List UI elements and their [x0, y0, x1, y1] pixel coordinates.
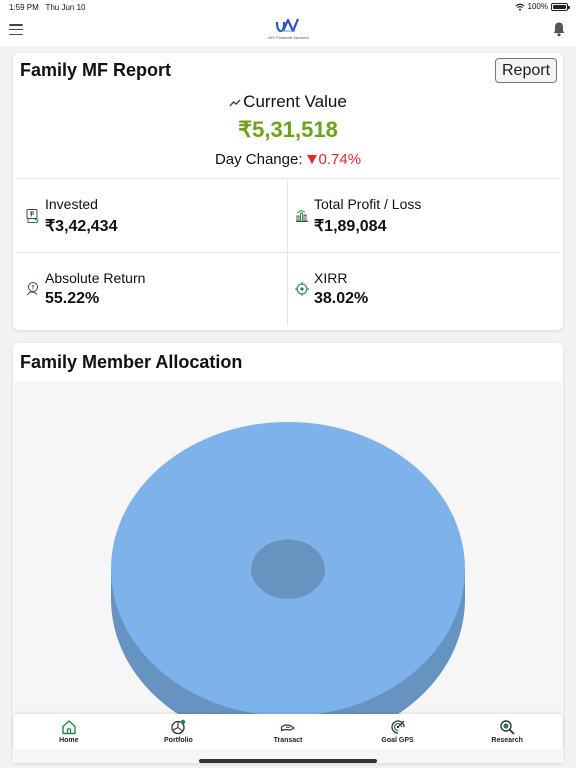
battery-icon: [551, 2, 570, 11]
donut-slice: [110, 421, 465, 717]
portfolio-pie-icon: [171, 719, 186, 735]
metric-value: ₹1,89,084: [314, 218, 387, 235]
nav-transact[interactable]: Transact: [233, 714, 343, 750]
logo: JNV Financial Services: [258, 16, 318, 44]
metric-xirr: XIRR 38.02%: [294, 270, 544, 312]
coin-hand-icon: [26, 282, 38, 296]
allocation-title: Family Member Allocation: [20, 352, 243, 372]
nav-label: Portfolio: [164, 737, 193, 744]
bell-icon[interactable]: [552, 21, 566, 37]
metric-value: 38.02%: [314, 290, 369, 307]
nav-label: Home: [59, 737, 79, 744]
day-change-row: Day Change: 0.74%: [13, 151, 563, 168]
metric-label: Invested: [45, 196, 98, 212]
wifi-icon: [515, 3, 524, 11]
metric-label: XIRR: [314, 270, 348, 286]
nav-label: Research: [491, 737, 523, 744]
current-value-label: Current Value: [243, 92, 347, 111]
allocation-donut-chart: [110, 421, 465, 746]
money-bag-icon: [26, 209, 39, 223]
nav-label: Goal GPS: [381, 737, 414, 744]
divider: [18, 252, 558, 253]
metric-absolute-return: Absolute Return 55.22%: [25, 270, 275, 312]
research-search-icon: [500, 720, 515, 735]
divider: [287, 180, 288, 326]
nav-home[interactable]: Home: [14, 714, 124, 750]
divider: [18, 178, 558, 179]
nav-goal-gps[interactable]: Goal GPS: [343, 714, 453, 750]
nav-label: Transact: [273, 737, 303, 744]
family-member-allocation-card: Family Member Allocation: [13, 343, 563, 763]
metric-label: Total Profit / Loss: [314, 196, 422, 212]
donut-slice-inner-wall: [251, 539, 325, 599]
target-icon: [295, 282, 309, 296]
bottom-nav: Home Portfolio Transact Goal GPS Res: [14, 714, 562, 750]
goal-gps-icon: [390, 720, 405, 734]
status-time: 1:59 PM Thu Jun 10: [9, 3, 86, 12]
status-bar: 1:59 PM Thu Jun 10 100%: [0, 0, 576, 14]
current-value-row: Current Value: [13, 92, 563, 112]
logo-mark: [275, 18, 300, 33]
trend-icon: [229, 99, 241, 106]
day-change-value: 0.74%: [318, 151, 362, 168]
metric-label: Absolute Return: [45, 270, 146, 286]
status-date: Thu Jun 10: [45, 3, 86, 12]
report-title: Family MF Report: [20, 60, 172, 80]
metric-value: ₹3,42,434: [45, 218, 118, 235]
logo-subtext: JNV Financial Services: [267, 35, 309, 40]
allocation-chart: [14, 381, 562, 763]
metric-total-profit-loss: Total Profit / Loss ₹1,89,084: [294, 196, 544, 238]
battery-percent: 100%: [527, 2, 548, 11]
nav-portfolio[interactable]: Portfolio: [124, 714, 234, 750]
transact-hand-icon: [280, 724, 295, 732]
day-change-label: Day Change:: [214, 151, 303, 168]
metric-value: 55.22%: [45, 290, 100, 307]
report-button[interactable]: Report: [495, 58, 557, 83]
bar-chart-icon: [296, 210, 308, 222]
down-arrow-icon: [306, 155, 317, 164]
metric-invested: Invested ₹3,42,434: [25, 196, 275, 238]
app-header: JNV Financial Services: [0, 14, 576, 46]
nav-research[interactable]: Research: [452, 714, 562, 750]
family-mf-report-card: Family MF Report Report Current Value ₹5…: [13, 53, 563, 330]
home-indicator: [199, 759, 377, 763]
status-indicators: 100%: [515, 2, 570, 11]
current-value: ₹5,31,518: [238, 117, 338, 142]
menu-icon[interactable]: [9, 24, 23, 35]
home-icon: [62, 720, 76, 735]
